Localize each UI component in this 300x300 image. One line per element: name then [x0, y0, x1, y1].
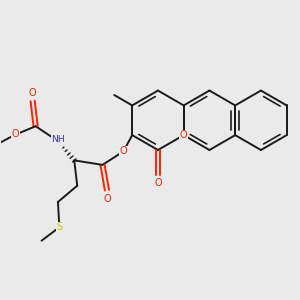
Text: O: O	[154, 178, 162, 188]
Text: O: O	[180, 130, 188, 140]
Text: O: O	[12, 129, 20, 139]
Text: O: O	[29, 88, 37, 98]
Text: O: O	[103, 194, 111, 204]
Text: O: O	[119, 146, 127, 157]
Text: NH: NH	[51, 135, 65, 144]
Text: S: S	[56, 222, 62, 232]
